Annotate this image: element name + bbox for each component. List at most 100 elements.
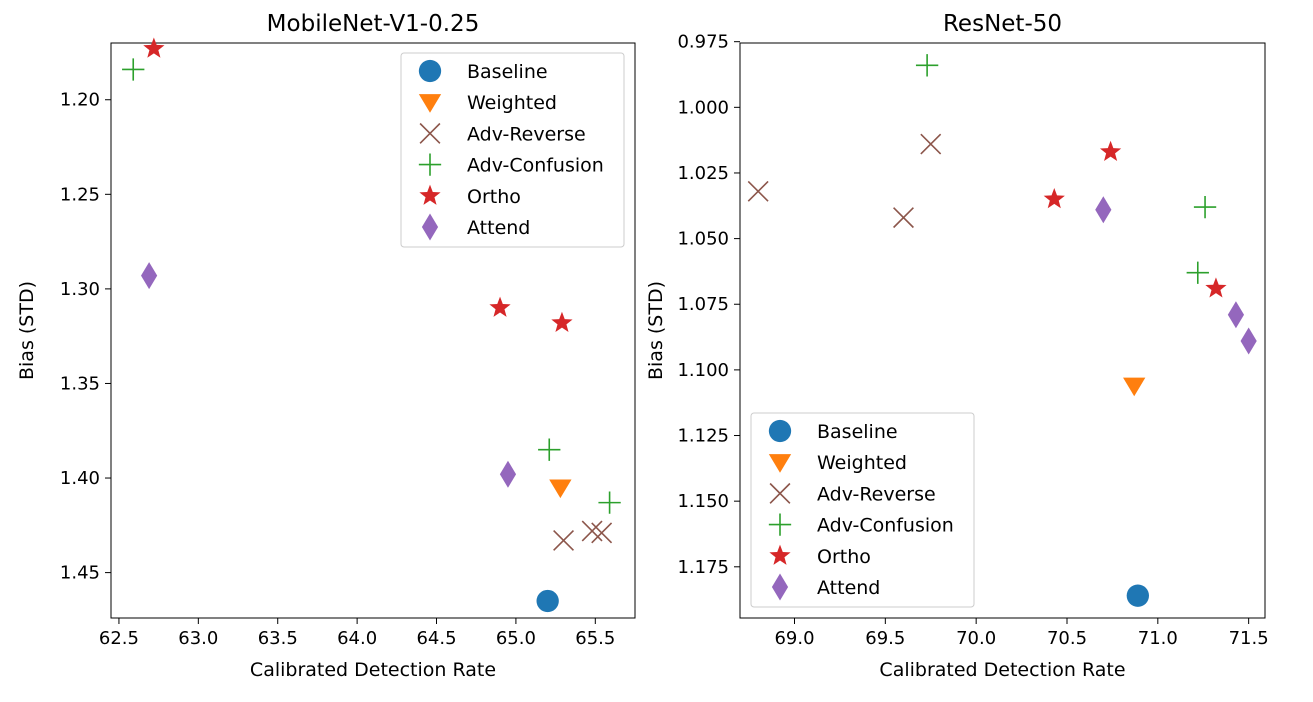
y-tick-label: 1.175 [677,557,729,578]
y-tick-label: 1.35 [60,373,100,394]
y-tick-label: 1.050 [677,229,729,250]
legend-marker-baseline [418,59,442,83]
legend-label-baseline: Baseline [467,61,548,83]
legend-box [400,52,625,248]
legend: Baseline Weighted Adv-Reverse Adv-Confusion… [750,412,975,608]
legend-label-ortho: Ortho [467,186,521,208]
x-tick-label: 64.0 [337,628,377,649]
x-tick-label: 70.5 [1047,628,1087,649]
legend-label-weighted: Weighted [817,452,907,474]
series-attend [141,262,517,488]
data-point-ortho [1099,140,1122,161]
x-tick-label: 71.0 [1138,628,1178,649]
legend-box [750,412,975,608]
chart-title: ResNet-50 [943,11,1062,37]
data-point-adv-confusion [1186,261,1209,284]
y-tick-label: 1.20 [60,90,100,111]
data-point-attend [1095,196,1112,224]
data-point-adv-reverse [893,207,914,229]
legend-marker-weighted [418,94,442,113]
y-tick-label: 1.100 [677,360,729,381]
data-point-baseline [536,589,559,613]
series-adv-confusion [915,54,1217,284]
x-tick-label: 63.5 [258,628,298,649]
series-baseline [1126,584,1149,607]
data-point-adv-reverse [553,529,575,551]
x-tick-label: 70.0 [956,628,996,649]
series-attend [1095,196,1257,355]
y-tick-label: 1.150 [677,491,729,512]
legend-marker-adv-reverse [769,482,791,504]
legend-label-attend: Attend [467,217,530,239]
x-tick-label: 71.5 [1229,628,1269,649]
data-point-adv-reverse [581,520,603,542]
data-point-attend [499,460,517,488]
plot-frame [110,42,636,619]
data-point-ortho [1205,277,1227,298]
legend: Baseline Weighted Adv-Reverse Adv-Confusion… [400,52,625,248]
y-tick-label: 1.000 [677,97,729,118]
legend-label-adv-confusion: Adv-Confusion [467,155,604,177]
series-ortho [143,37,573,332]
x-axis-label: Calibrated Detection Rate [879,659,1125,681]
chart-title: MobileNet-V1-0.25 [267,11,480,37]
series-ortho [1043,140,1227,298]
data-point-weighted [549,479,572,499]
legend-marker-adv-confusion [418,153,442,176]
data-point-adv-reverse [591,522,613,544]
series-baseline [536,589,559,613]
x-tick-label: 65.5 [575,628,615,649]
x-tick-label: 69.0 [774,628,814,649]
data-point-ortho [489,296,511,317]
x-axis-label: Calibrated Detection Rate [250,659,496,681]
legend-marker-ortho [419,184,441,205]
data-point-adv-confusion [538,438,561,461]
legend-marker-weighted [768,454,792,473]
y-tick-label: 1.125 [677,426,729,447]
series-adv-reverse [747,133,942,229]
data-point-ortho [143,37,165,58]
legend-label-baseline: Baseline [817,421,898,443]
legend-label-adv-reverse: Adv-Reverse [467,123,586,145]
data-point-adv-confusion [122,58,145,81]
legend-label-ortho: Ortho [817,546,871,568]
legend-marker-ortho [769,544,791,565]
chart-mobilenet: 62.5 63.0 63.5 64.0 64.5 65.0 65.5 1.20 1.25 1.30… [16,11,636,681]
data-point-adv-confusion [598,491,621,514]
legend-label-weighted: Weighted [467,92,557,114]
data-point-attend [1240,327,1257,355]
data-point-adv-reverse [747,180,769,202]
data-point-attend [1227,301,1245,329]
y-tick-label: 1.45 [60,563,100,584]
series-weighted [549,479,572,499]
y-axis-label: Bias (STD) [645,281,667,380]
series-adv-confusion [122,58,621,514]
y-tick-label: 1.25 [60,184,100,205]
legend-label-adv-reverse: Adv-Reverse [817,483,936,505]
legend-marker-attend [421,213,439,241]
x-tick-label: 64.5 [416,628,456,649]
data-point-adv-reverse [920,133,942,155]
y-tick-label: 0.975 [677,32,729,53]
data-point-ortho [551,311,573,332]
chart-resnet: 69.0 69.5 70.0 70.5 71.0 71.5 0.975 1.000 1.025 1… [645,11,1269,681]
y-axis-label: Bias (STD) [16,281,38,380]
x-tick-label: 63.0 [178,628,218,649]
legend-marker-adv-reverse [419,122,441,144]
data-point-adv-confusion [1193,195,1217,219]
y-tick-label: 1.075 [677,294,729,315]
series-adv-reverse [553,520,613,551]
y-tick-label: 1.40 [60,468,100,489]
x-tick-label: 65.0 [496,628,536,649]
x-tick-label: 62.5 [99,628,139,649]
series-weighted [1123,377,1146,397]
plot-frame [739,42,1266,619]
x-tick-label: 69.5 [865,628,905,649]
data-point-attend [141,262,158,290]
legend-marker-adv-confusion [768,513,792,536]
data-point-baseline [1126,584,1149,607]
legend-label-adv-confusion: Adv-Confusion [817,515,954,537]
legend-label-attend: Attend [817,577,880,599]
legend-marker-attend [771,573,789,601]
